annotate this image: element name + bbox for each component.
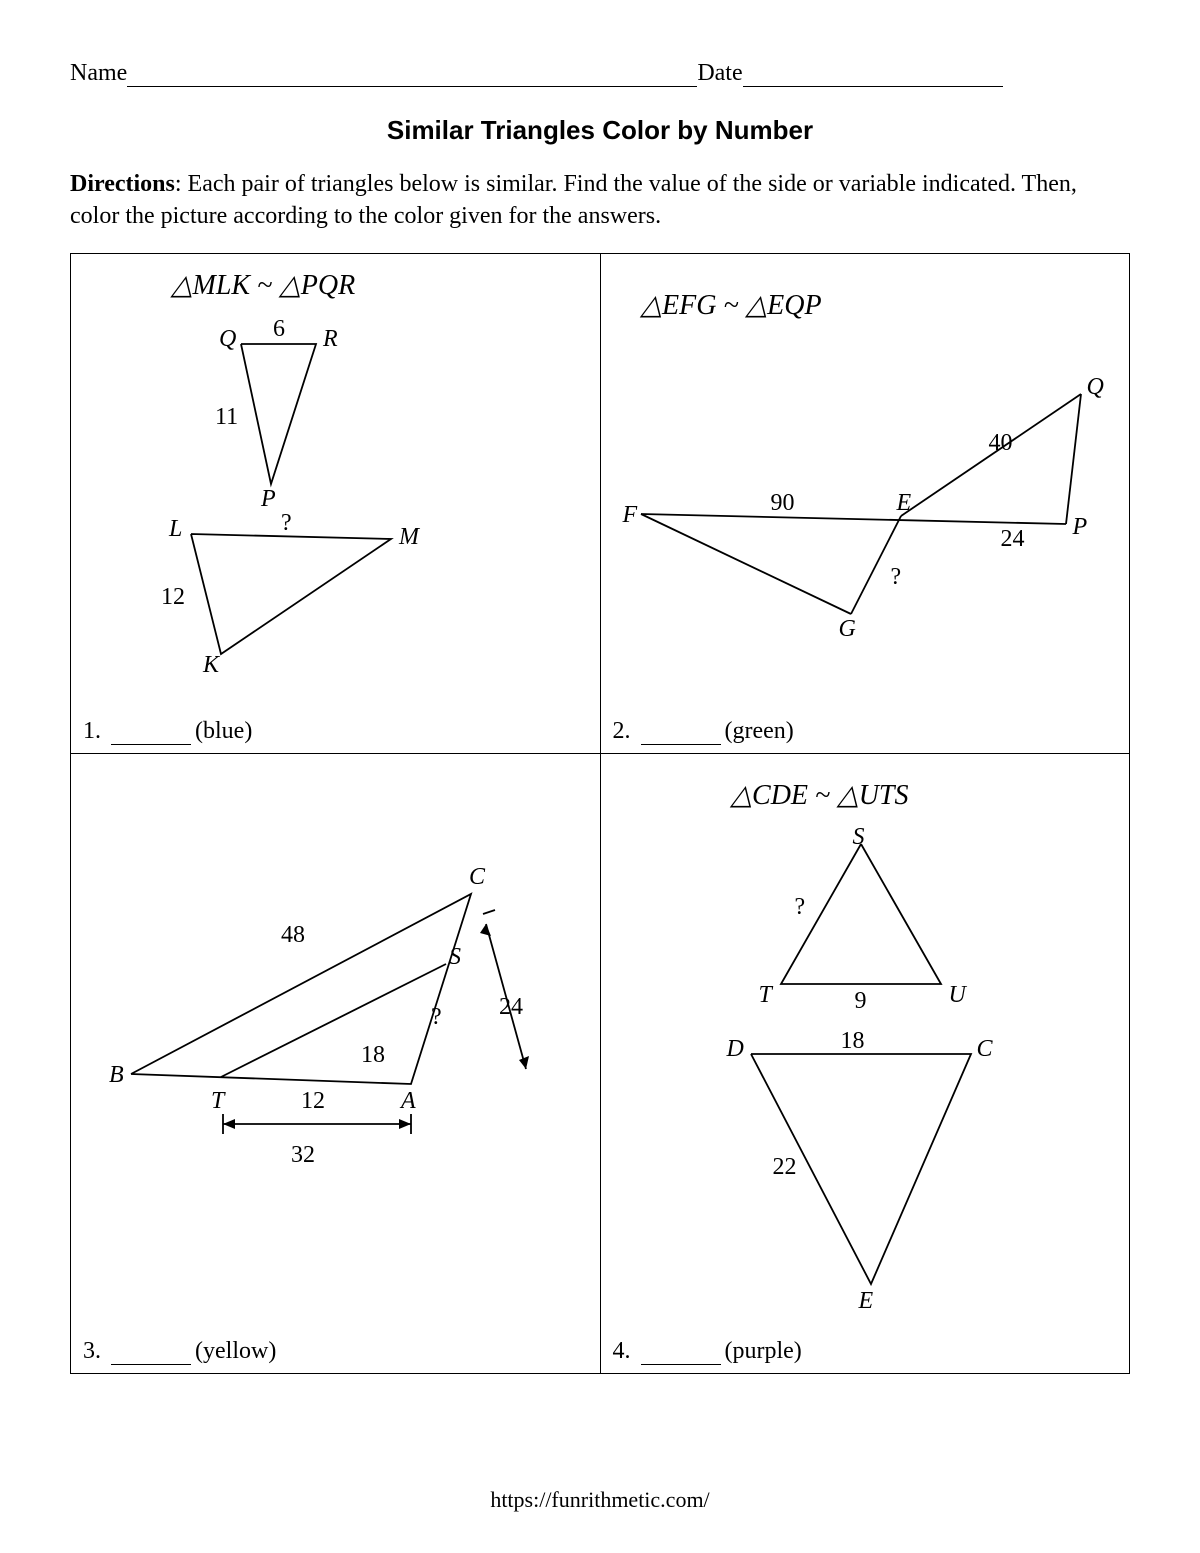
triangle-pqr [221,334,381,494]
vertex-Q: Q [1087,374,1104,401]
directions: Directions: Each pair of triangles below… [70,168,1130,233]
footer-url: https://funrithmetic.com/ [0,1487,1200,1513]
problem-number: 3. [83,1338,101,1364]
answer-blank[interactable] [111,1347,191,1365]
side-eg: ? [891,564,902,591]
vertex-U: U [949,982,966,1009]
directions-text: : Each pair of triangles below is simila… [70,171,1077,229]
name-label: Name [70,60,127,86]
problem-1: △MLK ~ △PQR Q R P 6 11 L M [71,254,600,753]
side-as: ? [431,1004,442,1031]
answer-color: (blue) [195,718,252,744]
side-ext: 24 [499,994,523,1021]
answer-color: (green) [725,718,794,744]
answer-color: (yellow) [195,1338,276,1364]
vertex-B: B [109,1062,124,1089]
vertex-M: M [399,524,419,551]
problem-number: 4. [613,1338,631,1364]
problem-number: 2. [613,718,631,744]
vertex-A: A [401,1088,416,1115]
vertex-R: R [323,326,338,353]
problem-2: △EFG ~ △EQP F E Q P [601,254,1130,753]
triangles-efg-eqp [621,344,1101,624]
triangle-dce [731,1044,991,1304]
vertex-E: E [859,1288,874,1315]
answer-blank[interactable] [641,1347,721,1365]
similarity-statement: △EFG ~ △EQP [641,288,822,322]
side-ep: 24 [1001,526,1025,553]
side-qp: 11 [215,404,238,431]
side-bc: 48 [281,922,305,949]
side-qr: 6 [273,316,285,343]
problem-grid: △MLK ~ △PQR Q R P 6 11 L M [70,253,1130,1374]
date-blank[interactable] [743,65,1003,87]
problem-4: △CDE ~ △UTS S T U ? 9 D C [601,754,1130,1373]
vertex-G: G [839,616,856,643]
vertex-F: F [623,502,638,529]
header-line: Name Date [70,60,1130,87]
problem-number: 1. [83,718,101,744]
vertex-E: E [897,490,912,517]
similarity-statement: △CDE ~ △UTS [731,778,909,812]
answer-blank[interactable] [111,727,191,745]
side-st: ? [795,894,806,921]
answer-2: 2. (green) [613,718,794,745]
side-sa18: 18 [361,1042,385,1069]
answer-blank[interactable] [641,727,721,745]
triangle-stu [761,834,961,1004]
side-dc: 18 [841,1028,865,1055]
side-lk: 12 [161,584,185,611]
vertex-T: T [211,1088,224,1115]
vertex-C: C [469,864,485,891]
side-de: 22 [773,1154,797,1181]
vertex-S: S [853,824,865,851]
vertex-P: P [1073,514,1088,541]
similarity-statement: △MLK ~ △PQR [171,268,355,302]
side-eq: 40 [989,430,1013,457]
answer-1: 1. (blue) [83,718,252,745]
directions-bold: Directions [70,171,175,197]
side-tu: 9 [855,988,867,1015]
vertex-T: T [759,982,772,1009]
vertex-L: L [169,516,182,543]
date-label: Date [697,60,742,86]
answer-3: 3. (yellow) [83,1338,276,1365]
vertex-K: K [203,652,219,679]
dim-32: 32 [291,1142,315,1169]
page-title: Similar Triangles Color by Number [70,115,1130,146]
vertex-Q: Q [219,326,236,353]
vertex-S: S [449,944,461,971]
vertex-P: P [261,486,276,513]
vertex-C: C [977,1036,993,1063]
problem-3: B C A T S 48 18 ? 24 12 32 3. (yellow) [71,754,600,1373]
side-lm: ? [281,510,292,537]
side-fe: 90 [771,490,795,517]
side-ta: 12 [301,1088,325,1115]
vertex-D: D [727,1036,744,1063]
triangles-bc-ta [111,874,551,1134]
answer-color: (purple) [725,1338,802,1364]
name-blank[interactable] [127,65,697,87]
answer-4: 4. (purple) [613,1338,802,1365]
